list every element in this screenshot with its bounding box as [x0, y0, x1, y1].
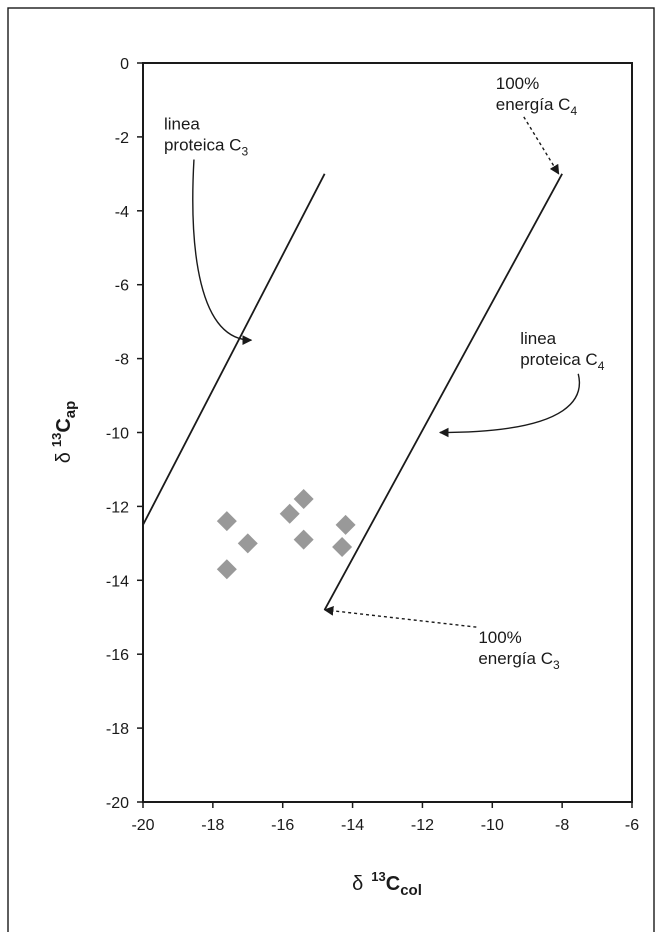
y-tick-label: -10	[106, 426, 129, 443]
y-axis-title-main: C	[53, 418, 75, 432]
data-point	[332, 537, 353, 558]
y-tick-label: -8	[115, 352, 129, 369]
annotation-c4-protein: linea proteica C4	[520, 329, 604, 373]
data-point	[216, 559, 237, 580]
annotation-arrow	[438, 373, 581, 438]
annotation-line-2: proteica C	[164, 136, 241, 155]
annotation-line-2: proteica C	[520, 350, 597, 369]
x-tick-label: -12	[411, 817, 434, 834]
x-axis-title-main: C	[386, 873, 400, 895]
annotation-arrow	[192, 159, 253, 346]
annotation-subscript: 4	[570, 104, 577, 118]
figure-frame	[7, 7, 655, 932]
annotation-arrow	[523, 116, 560, 175]
annotation-c3-protein: linea proteica C3	[164, 115, 248, 159]
y-tick-label: -12	[106, 499, 129, 516]
y-tick-label: -4	[115, 204, 129, 221]
data-points	[216, 489, 356, 580]
data-point	[237, 533, 258, 554]
data-point	[335, 514, 356, 535]
x-axis-title: δ 13Ccol	[352, 869, 422, 899]
y-tick-label: -20	[106, 795, 129, 812]
annotation-arrow	[323, 605, 477, 628]
x-tick-label: -10	[481, 817, 504, 834]
x-axis-title-sup: 13	[371, 869, 385, 884]
y-axis: 0 -2 -4 -6 -8 -10 -12 -14 -16 -18 -20	[106, 56, 143, 812]
y-axis-title: δ 13Cap	[49, 401, 79, 464]
annotation-c3-energy: 100% energía C3	[478, 628, 560, 672]
data-point	[293, 489, 314, 510]
annotation-line-2: energía C	[496, 95, 571, 114]
y-tick-label: -2	[115, 130, 129, 147]
y-tick-label: -18	[106, 721, 129, 738]
x-tick-label: -6	[625, 817, 639, 834]
reference-lines	[142, 173, 563, 611]
data-point	[216, 511, 237, 532]
c4-protein-line	[323, 173, 563, 611]
annotation-line-2: energía C	[478, 649, 553, 668]
x-axis-title-prefix: δ	[352, 873, 363, 895]
annotation-c4-energy: 100% energía C4	[496, 74, 578, 118]
annotation-subscript: 4	[598, 359, 605, 373]
x-tick-label: -20	[131, 817, 154, 834]
y-tick-label: -14	[106, 573, 129, 590]
y-axis-title-sup: 13	[49, 433, 64, 447]
annotation-line-1: linea	[164, 115, 200, 134]
data-point	[279, 503, 300, 524]
x-tick-label: -18	[201, 817, 224, 834]
y-axis-title-sub: ap	[62, 401, 79, 419]
y-tick-label: 0	[120, 56, 129, 73]
annotation-line-1: 100%	[478, 628, 521, 647]
annotation-line-1: 100%	[496, 74, 539, 93]
data-point	[293, 529, 314, 550]
annotation-subscript: 3	[241, 145, 248, 159]
x-tick-label: -16	[271, 817, 294, 834]
x-axis-title-sub: col	[400, 882, 422, 899]
y-tick-label: -6	[115, 278, 129, 295]
y-tick-label: -16	[106, 647, 129, 664]
x-tick-label: -14	[341, 817, 364, 834]
c3-protein-line	[142, 173, 326, 526]
annotation-line-1: linea	[520, 329, 556, 348]
x-tick-label: -8	[555, 817, 569, 834]
annotation-subscript: 3	[553, 658, 560, 672]
x-axis: -20 -18 -16 -14 -12 -10 -8 -6	[131, 802, 639, 834]
y-axis-title-prefix: δ	[53, 452, 75, 463]
